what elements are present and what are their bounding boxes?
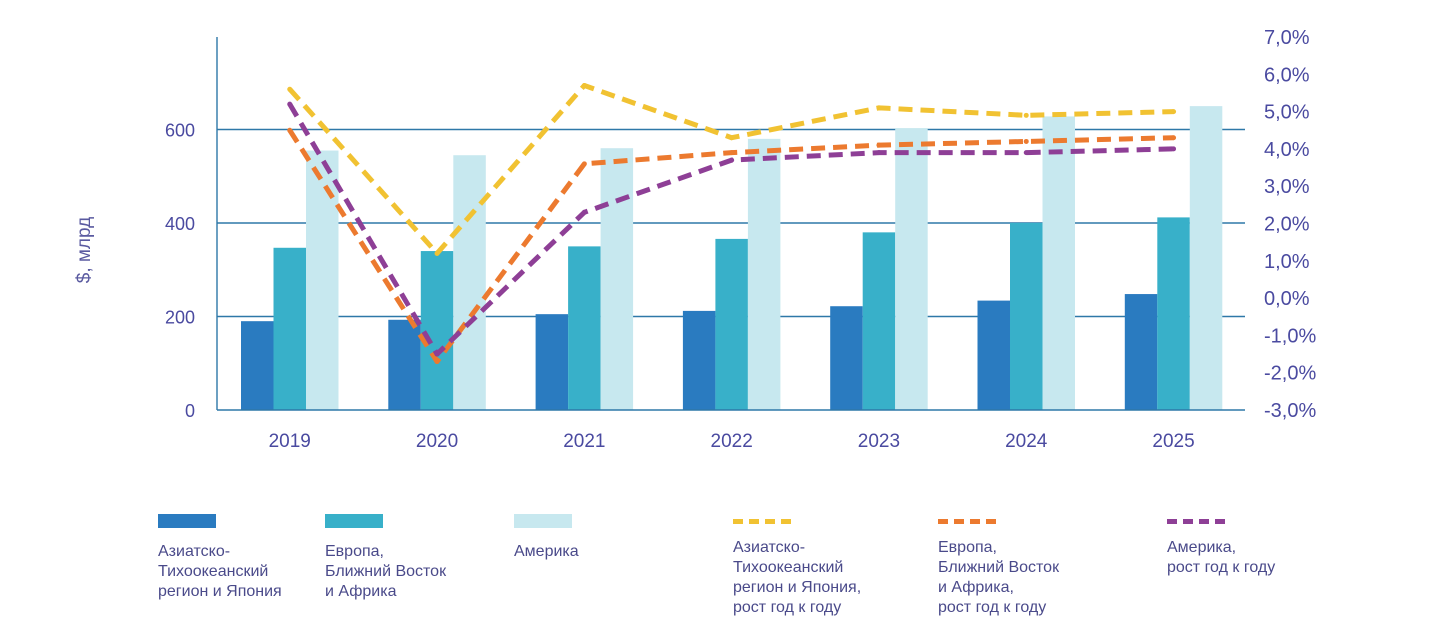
y2-tick-label-4: 3,0% — [1264, 176, 1310, 198]
bar-s0-2024 — [977, 300, 1010, 410]
bar-s2-2022 — [747, 138, 781, 410]
x-tick-label-2023: 2023 — [858, 431, 900, 452]
bar-s2-2024 — [1042, 116, 1075, 410]
y2-tick-label-3: 4,0% — [1264, 139, 1310, 161]
growth-point-1-2023 — [876, 142, 882, 148]
bar-s2-2025 — [1189, 106, 1223, 410]
bar-s1-2024 — [1010, 223, 1043, 410]
growth-point-2-2022 — [729, 157, 735, 163]
growth-point-0-2019 — [287, 86, 293, 92]
bar-s1-2023 — [862, 232, 896, 410]
y2-tick-label-7: 0,0% — [1264, 288, 1310, 310]
y-tick-label-0: 0 — [185, 401, 195, 421]
bar-s0-2019 — [241, 321, 274, 410]
bar-s1-2025 — [1157, 217, 1190, 410]
bar-s0-2023 — [830, 306, 863, 410]
y2-tick-label-5: 2,0% — [1264, 214, 1310, 236]
growth-point-0-2023 — [876, 105, 882, 111]
y2-tick-label-8: -1,0% — [1264, 325, 1316, 347]
growth-point-2-2023 — [876, 150, 882, 156]
y-tick-label-1: 200 — [165, 308, 195, 328]
x-tick-label-2022: 2022 — [711, 431, 753, 452]
bar-s1-2022 — [715, 238, 748, 410]
growth-point-0-2020 — [434, 250, 440, 256]
growth-point-1-2020 — [434, 359, 440, 365]
x-tick-label-2019: 2019 — [269, 431, 311, 452]
growth-point-0-2024 — [1023, 112, 1029, 118]
bar-s2-2020 — [453, 155, 486, 410]
y-tick-label-2: 400 — [165, 214, 195, 234]
bar-s2-2023 — [895, 128, 928, 410]
bar-s2-2019 — [306, 150, 339, 410]
x-tick-label-2024: 2024 — [1005, 431, 1048, 452]
y2-tick-label-0: 7,0% — [1264, 27, 1310, 49]
growth-point-1-2019 — [287, 127, 293, 133]
bar-s0-2025 — [1124, 294, 1158, 410]
growth-point-1-2024 — [1023, 138, 1029, 144]
bar-s1-2020 — [420, 251, 454, 410]
bar-s2-2021 — [600, 148, 634, 410]
y2-tick-label-1: 6,0% — [1264, 64, 1310, 86]
bar-s1-2021 — [568, 246, 601, 410]
growth-point-0-2025 — [1171, 109, 1177, 115]
x-tick-label-2021: 2021 — [563, 431, 605, 452]
y2-tick-label-6: 1,0% — [1264, 251, 1310, 273]
growth-point-1-2025 — [1171, 135, 1177, 141]
growth-point-2-2021 — [581, 209, 587, 215]
x-tick-label-2020: 2020 — [416, 431, 458, 452]
growth-point-2-2024 — [1023, 150, 1029, 156]
growth-point-2-2020 — [434, 351, 440, 357]
x-tick-label-2025: 2025 — [1152, 431, 1194, 452]
bar-s0-2022 — [682, 310, 716, 410]
growth-point-0-2021 — [581, 82, 587, 88]
growth-point-0-2022 — [729, 135, 735, 141]
growth-point-2-2019 — [287, 101, 293, 107]
bar-s1-2019 — [273, 247, 306, 410]
y-tick-label-3: 600 — [165, 121, 195, 141]
y2-tick-label-2: 5,0% — [1264, 102, 1310, 124]
growth-point-2-2025 — [1171, 146, 1177, 152]
growth-point-1-2021 — [581, 161, 587, 167]
y2-tick-label-9: -2,0% — [1264, 363, 1316, 385]
bar-s0-2021 — [535, 314, 569, 410]
growth-point-1-2022 — [729, 150, 735, 156]
bar-s0-2020 — [388, 319, 421, 410]
y-axis-label: $, млрд — [74, 216, 95, 284]
y2-tick-label-10: -3,0% — [1264, 400, 1316, 422]
